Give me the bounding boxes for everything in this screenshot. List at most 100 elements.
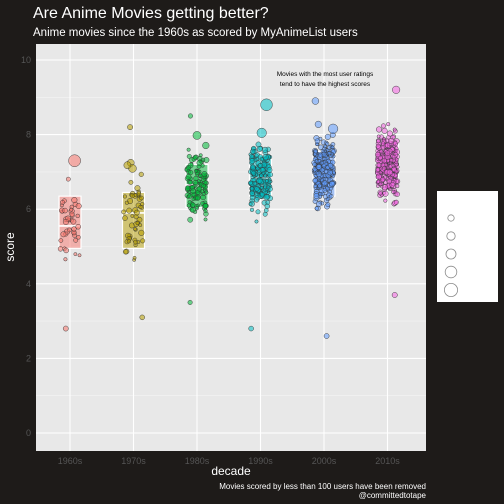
data-point — [376, 134, 381, 139]
data-point — [186, 165, 192, 171]
data-point — [249, 207, 255, 212]
data-point — [328, 123, 339, 134]
data-point — [313, 193, 320, 199]
data-point — [201, 183, 206, 189]
y-axis-ticks: 0 2 4 6 8 10 — [21, 55, 31, 438]
data-point — [254, 219, 259, 224]
data-point — [187, 200, 193, 205]
data-point — [73, 252, 78, 257]
y-axis-title: score — [3, 232, 17, 262]
data-point — [391, 189, 396, 194]
annotation-line-1: Movies with the most user ratings — [277, 71, 374, 78]
data-point — [265, 178, 270, 183]
plot-panel — [36, 44, 426, 451]
data-point — [139, 314, 145, 321]
data-point — [68, 154, 81, 167]
data-point — [323, 333, 330, 339]
data-point — [393, 199, 399, 205]
data-point — [379, 149, 384, 154]
data-point — [66, 227, 72, 233]
data-point — [248, 202, 253, 207]
data-point — [133, 209, 140, 216]
data-point — [122, 215, 128, 221]
data-point — [190, 188, 196, 194]
data-point — [375, 126, 382, 133]
data-point — [327, 162, 334, 169]
data-point — [315, 201, 322, 207]
data-point — [391, 166, 397, 173]
x-tick-label: 1970s — [121, 456, 146, 466]
data-point — [313, 183, 318, 189]
data-point — [130, 214, 135, 218]
data-point — [126, 239, 132, 244]
y-tick-label: 2 — [26, 353, 31, 363]
x-axis-ticks: 1960s 1970s 1980s 1990s 2000s 2010s — [58, 456, 401, 466]
data-point — [249, 186, 255, 191]
data-point — [386, 169, 393, 176]
data-point — [71, 226, 77, 232]
x-tick-label: 2000s — [312, 456, 337, 466]
data-point — [60, 231, 67, 238]
x-tick-label: 1960s — [58, 456, 83, 466]
data-point — [316, 164, 322, 170]
data-point — [191, 197, 196, 202]
data-point — [127, 124, 133, 131]
data-point — [200, 163, 205, 168]
annotation-line-2: tend to have the highest scores — [280, 81, 371, 88]
data-point — [184, 185, 191, 191]
data-point — [140, 238, 146, 244]
data-point — [203, 208, 208, 213]
y-tick-label: 0 — [26, 428, 31, 438]
data-point — [378, 182, 383, 187]
data-point — [376, 179, 381, 184]
data-point — [392, 127, 397, 132]
data-point — [192, 179, 199, 186]
data-point — [325, 141, 330, 147]
data-point — [202, 141, 210, 150]
data-point — [188, 170, 194, 175]
data-point — [188, 179, 193, 185]
data-point — [251, 170, 257, 176]
data-point — [63, 257, 68, 262]
data-point — [313, 149, 318, 154]
data-point — [122, 194, 127, 199]
data-point — [317, 183, 322, 189]
data-point — [260, 98, 273, 111]
data-point — [75, 213, 80, 219]
data-point — [194, 206, 199, 211]
data-point — [378, 191, 383, 196]
data-point — [73, 237, 79, 243]
data-point — [138, 229, 145, 236]
data-point — [391, 292, 398, 298]
chart-subtitle: Anime movies since the 1960s as scored b… — [33, 27, 358, 39]
data-point — [129, 193, 135, 199]
data-point — [392, 85, 401, 94]
data-point — [325, 197, 330, 202]
data-point — [250, 148, 256, 155]
data-point — [69, 207, 74, 212]
data-point — [57, 246, 64, 252]
y-tick-label: 8 — [26, 130, 31, 140]
data-point — [314, 206, 319, 211]
data-point — [329, 181, 336, 188]
data-point — [386, 178, 393, 185]
legend-size-key — [447, 214, 455, 222]
data-point — [201, 192, 206, 197]
data-point — [249, 190, 255, 197]
data-point — [316, 171, 322, 178]
data-point — [192, 131, 202, 140]
data-point — [260, 185, 264, 190]
data-point — [248, 180, 253, 186]
data-point — [318, 144, 324, 150]
y-tick-label: 10 — [21, 55, 31, 65]
data-point — [256, 145, 263, 152]
data-point — [322, 187, 328, 193]
data-point — [267, 171, 273, 178]
legend-size-key — [445, 248, 457, 260]
data-point — [254, 197, 260, 203]
data-point — [202, 203, 209, 209]
x-tick-label: 2010s — [375, 456, 400, 466]
data-point — [375, 151, 381, 158]
data-point — [76, 235, 81, 240]
data-point — [194, 168, 198, 173]
